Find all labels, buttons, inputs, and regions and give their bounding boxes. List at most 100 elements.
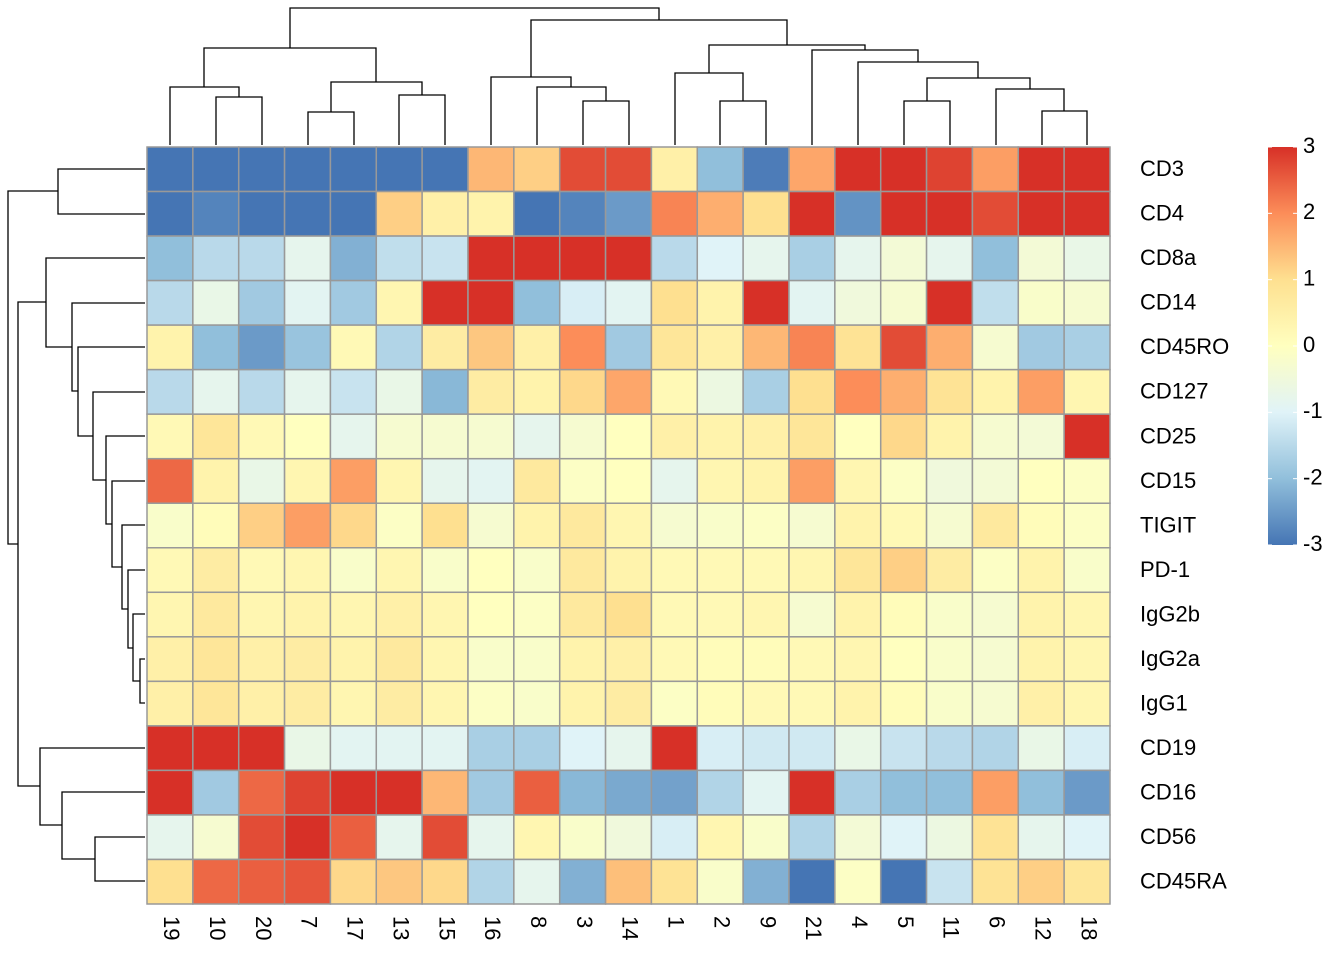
heatmap-cell [696, 190, 744, 237]
heatmap-cell [742, 324, 790, 371]
heatmap-cell [650, 457, 699, 504]
heatmap-cell [375, 725, 423, 772]
heatmap-cell [146, 814, 194, 861]
heatmap-cell [192, 413, 240, 460]
heatmap-cell [421, 547, 469, 594]
heatmap-cell [696, 413, 744, 460]
heatmap-cell [696, 279, 744, 326]
heatmap-cell [146, 591, 194, 638]
heatmap-cell [421, 235, 469, 282]
heatmap-cell [421, 502, 469, 549]
heatmap-cell [788, 146, 836, 193]
heatmap-cell [513, 725, 561, 772]
heatmap-cell [329, 858, 378, 905]
heatmap-cell [421, 413, 469, 460]
row-label: CD45RO [1140, 334, 1229, 359]
heatmap-cell [283, 190, 332, 237]
heatmap-cell [788, 279, 836, 326]
heatmap-cell [925, 413, 974, 460]
heatmap-cell [283, 636, 332, 683]
heatmap-cell [696, 502, 744, 549]
heatmap-cell [146, 413, 194, 460]
heatmap-cell [971, 591, 1020, 638]
heatmap-cell [742, 680, 790, 727]
heatmap-cell [925, 146, 974, 193]
heatmap-cell [421, 279, 469, 326]
heatmap-cell [1017, 368, 1065, 415]
heatmap-cell [604, 324, 653, 371]
heatmap-cell [513, 769, 561, 816]
heatmap-cell [742, 368, 790, 415]
heatmap-cell [283, 457, 332, 504]
heatmap-cell [788, 502, 836, 549]
heatmap-cell [146, 547, 194, 594]
row-label: CD14 [1140, 290, 1196, 315]
heatmap-cell [834, 725, 882, 772]
heatmap-cell [788, 547, 836, 594]
heatmap-cell [421, 190, 469, 237]
row-label: CD8a [1140, 245, 1197, 270]
heatmap-cell [1063, 235, 1111, 282]
heatmap-cell [604, 235, 653, 282]
row-label: CD3 [1140, 156, 1184, 181]
heatmap-cell [237, 547, 286, 594]
heatmap-cell [467, 680, 515, 727]
heatmap-cell [925, 502, 974, 549]
heatmap-cell [1017, 279, 1065, 326]
heatmap-cell [1017, 814, 1065, 861]
heatmap-cell [742, 235, 790, 282]
heatmap-cell [421, 858, 469, 905]
heatmap-cell [834, 368, 882, 415]
heatmap-cell [788, 725, 836, 772]
heatmap-cell [604, 146, 653, 193]
heatmap-cell [971, 190, 1020, 237]
column-label: 10 [205, 916, 230, 940]
heatmap-cell [1063, 190, 1111, 237]
heatmap-cell [650, 413, 699, 460]
column-label: 14 [618, 916, 643, 940]
heatmap-cell [879, 368, 928, 415]
heatmap-cell [788, 636, 836, 683]
heatmap-cell [879, 680, 928, 727]
heatmap-cell [329, 324, 378, 371]
heatmap-cell [467, 324, 515, 371]
row-label: IgG1 [1140, 690, 1188, 715]
column-label: 21 [801, 916, 826, 940]
heatmap-cell [192, 146, 240, 193]
heatmap-cell [971, 502, 1020, 549]
heatmap-cell [146, 769, 194, 816]
heatmap-cell [513, 279, 561, 326]
heatmap-cell [237, 368, 286, 415]
heatmap-cell [696, 368, 744, 415]
heatmap-cell [146, 146, 194, 193]
heatmap-cell [146, 858, 194, 905]
heatmap-cell [834, 324, 882, 371]
heatmap-cell [834, 413, 882, 460]
heatmap-cell [558, 680, 607, 727]
heatmap-cell [329, 725, 378, 772]
heatmap-cell [558, 769, 607, 816]
heatmap-cell [558, 591, 607, 638]
heatmap-cell [513, 858, 561, 905]
heatmap-cell [421, 457, 469, 504]
heatmap-cell [971, 636, 1020, 683]
heatmap-cell [421, 636, 469, 683]
heatmap-cell [237, 502, 286, 549]
heatmap-cell [421, 769, 469, 816]
heatmap-cell [283, 235, 332, 282]
column-label: 13 [388, 916, 413, 940]
row-label: TIGIT [1140, 512, 1196, 537]
heatmap-cell [696, 814, 744, 861]
heatmap-cell [237, 814, 286, 861]
heatmap-cell [879, 235, 928, 282]
column-label: 2 [709, 916, 734, 928]
heatmap-cell [696, 457, 744, 504]
heatmap-cell [513, 235, 561, 282]
heatmap-cell [237, 413, 286, 460]
heatmap-cell [742, 814, 790, 861]
heatmap-cell [467, 725, 515, 772]
heatmap-cell [1063, 368, 1111, 415]
heatmap-cell [146, 235, 194, 282]
heatmap-cell [834, 502, 882, 549]
heatmap-cell [650, 324, 699, 371]
